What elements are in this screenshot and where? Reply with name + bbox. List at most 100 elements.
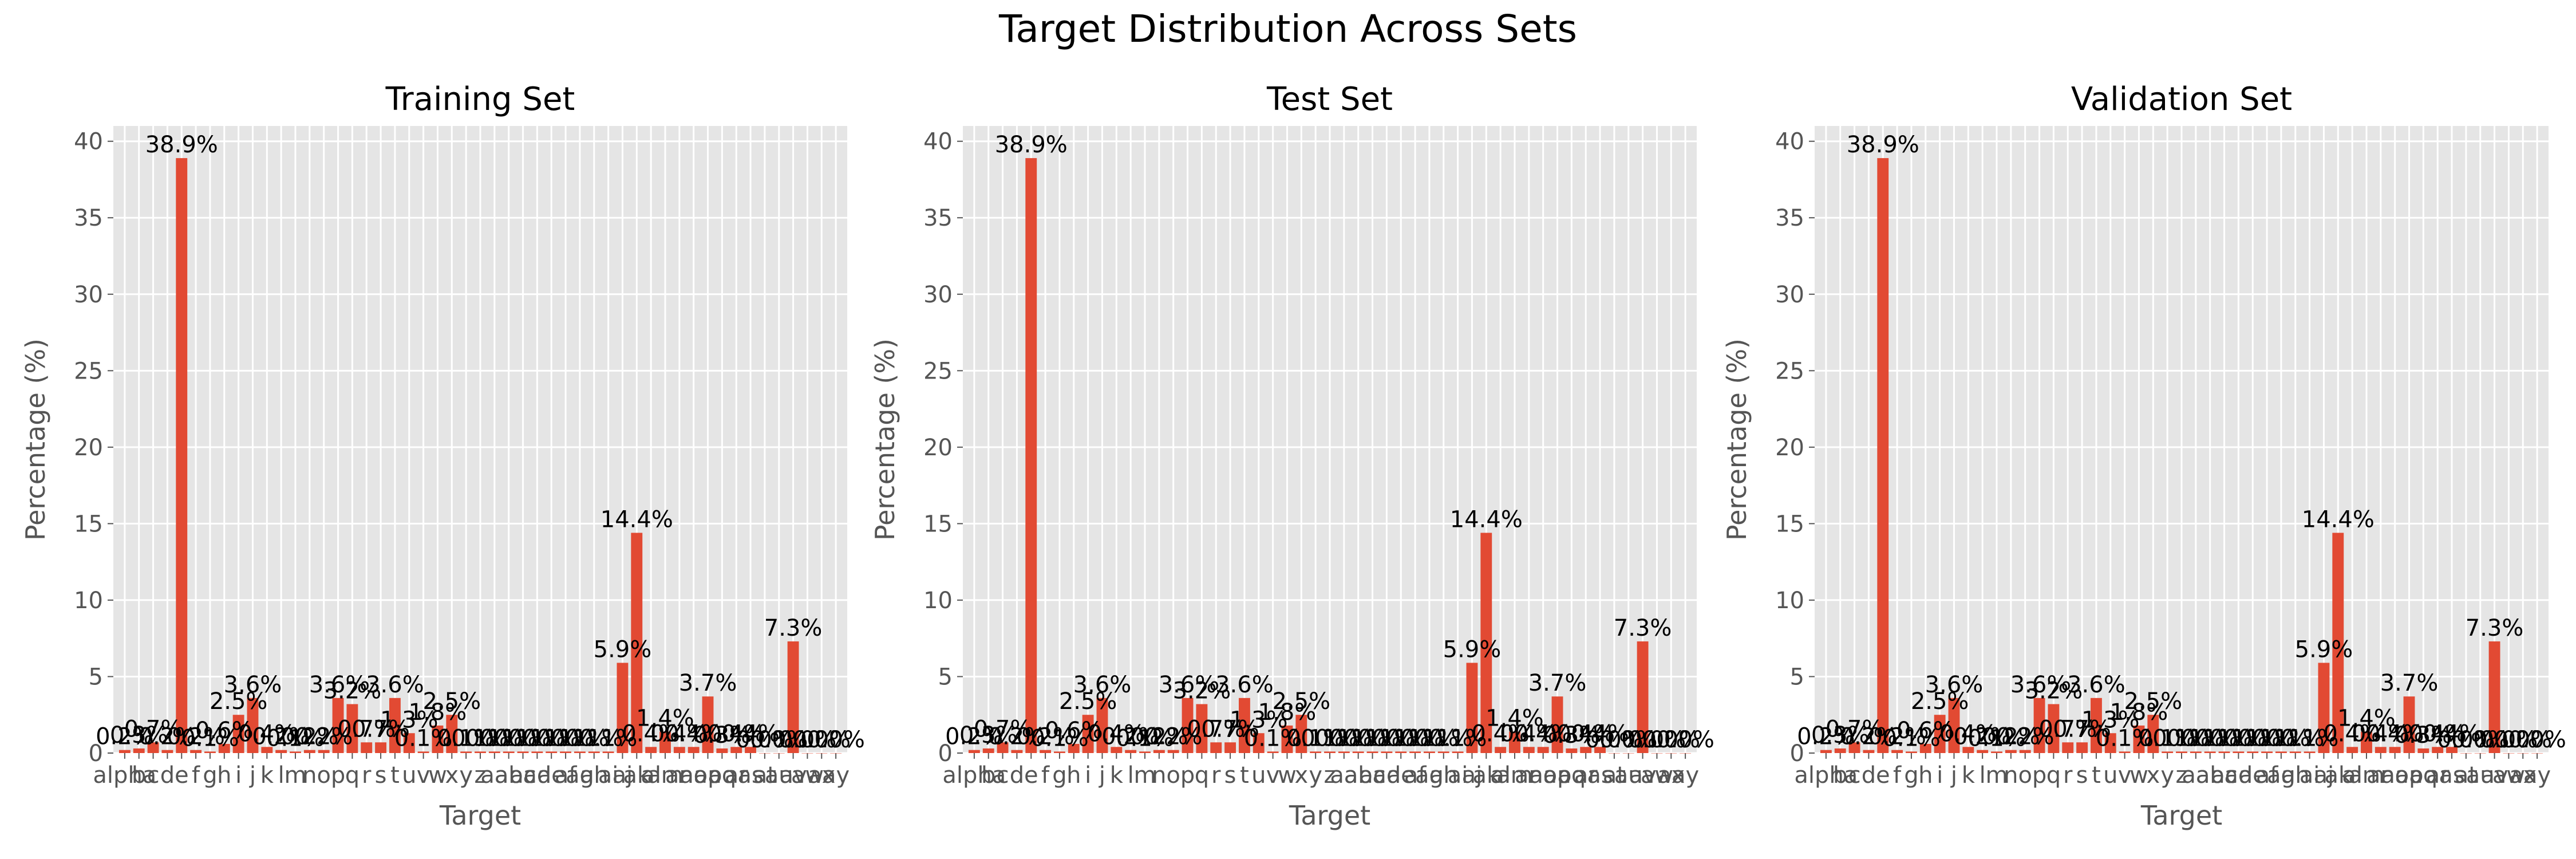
bar-data-label: 0.2% xyxy=(988,724,1046,750)
x-tick-label: t xyxy=(1240,762,1249,789)
bar xyxy=(2233,751,2245,753)
x-tick-label: ao xyxy=(2381,762,2409,789)
bar xyxy=(787,641,799,753)
bar-data-label: 0.1% xyxy=(1882,725,1941,751)
x-tick-label: af xyxy=(1404,762,1427,789)
bar xyxy=(1480,533,1492,753)
bar xyxy=(446,715,458,753)
bar-data-label: 0.2% xyxy=(1016,724,1074,750)
bar-data-label: 0.4% xyxy=(622,720,680,747)
bar xyxy=(830,753,842,754)
x-tick-label: o xyxy=(2018,762,2032,789)
bar-data-label: 3.6% xyxy=(1073,672,1132,698)
bar xyxy=(2218,751,2230,753)
x-tick-label: f xyxy=(1041,762,1050,789)
bar-data-label: 0.0% xyxy=(1628,727,1686,753)
bar-data-label: 1.3% xyxy=(380,707,438,733)
bar-data-label: 0.4% xyxy=(1088,720,1146,747)
x-tick-label: w xyxy=(2129,762,2148,789)
bar xyxy=(346,704,358,753)
bar-data-label: 3.6% xyxy=(1159,672,1217,698)
bar xyxy=(968,750,980,753)
bar-data-label: 0.2% xyxy=(295,724,353,750)
x-tick-label: aq xyxy=(708,762,736,789)
x-tick-label: as xyxy=(2439,762,2464,789)
bar xyxy=(1622,753,1634,754)
x-tick-label: c xyxy=(147,762,160,789)
bar-data-label: 0.2% xyxy=(1144,724,1203,750)
x-tick-label: q xyxy=(345,762,359,789)
bar xyxy=(1281,725,1293,753)
y-tick-label: 30 xyxy=(923,282,953,308)
x-tick-label: s xyxy=(2076,762,2088,789)
bar-data-label: 3.6% xyxy=(309,672,368,698)
bar xyxy=(375,742,387,753)
bar-data-label: 1.3% xyxy=(1230,707,1288,733)
bar xyxy=(1651,753,1663,754)
bar xyxy=(2204,751,2216,753)
x-tick-label: av xyxy=(2480,762,2508,789)
bar xyxy=(1437,751,1449,753)
bar-data-label: 5.9% xyxy=(2295,636,2353,663)
bar xyxy=(997,742,1009,753)
x-tick-label: v xyxy=(417,762,430,789)
x-tick-label: aw xyxy=(1641,762,1673,789)
y-tick-label: 35 xyxy=(74,205,103,231)
x-tick-label: i xyxy=(235,762,242,789)
bar-data-label: 1.3% xyxy=(2081,707,2140,733)
bar xyxy=(275,750,287,753)
bar-data-label: 0.0% xyxy=(736,727,794,753)
bar-data-label: 38.9% xyxy=(995,132,1068,158)
bar xyxy=(1580,747,1592,753)
x-tick-label: n xyxy=(2004,762,2018,789)
bar-data-label: 2.5% xyxy=(2124,688,2182,715)
x-tick-label: r xyxy=(2063,762,2073,789)
bar xyxy=(982,748,994,753)
x-tick-label: aj xyxy=(1462,762,1483,789)
bar-data-label: 0.4% xyxy=(1514,720,1573,747)
bar-data-label: 3.6% xyxy=(366,672,424,698)
x-axis-label: Target xyxy=(1289,800,1370,831)
bar xyxy=(1680,753,1692,754)
y-tick-label: 15 xyxy=(923,511,953,537)
bar xyxy=(2374,747,2387,753)
bar xyxy=(688,747,700,753)
bar-data-label: 1.4% xyxy=(1485,706,1544,732)
bar-data-label: 0.3% xyxy=(2395,722,2453,748)
bar-data-label: 0.0% xyxy=(1642,727,1700,753)
bar xyxy=(1366,751,1378,753)
x-tick-label: alpha xyxy=(1794,762,1858,789)
bar-data-label: 0.2% xyxy=(1101,724,1160,750)
bar xyxy=(1962,747,1974,753)
bar xyxy=(1877,158,1889,754)
bar xyxy=(361,742,373,753)
bar xyxy=(2162,751,2174,753)
bar-data-label: 5.9% xyxy=(1443,636,1502,663)
bar xyxy=(517,751,529,753)
x-tick-label: ae xyxy=(538,762,566,789)
bar xyxy=(2005,750,2017,753)
x-tick-label: n xyxy=(302,762,317,789)
x-tick-label: ar xyxy=(1574,762,1598,789)
x-tick-label: aj xyxy=(613,762,633,789)
bar xyxy=(2503,753,2515,754)
bar-data-label: 0.1% xyxy=(1244,725,1302,751)
bar xyxy=(133,748,145,753)
bar xyxy=(1537,747,1549,753)
x-tick-label: al xyxy=(2342,762,2362,789)
x-tick-label: q xyxy=(1195,762,1209,789)
x-tick-label: o xyxy=(317,762,330,789)
bar xyxy=(1167,750,1179,753)
bar xyxy=(204,751,216,753)
bar xyxy=(1224,742,1236,753)
bar-data-label: 14.4% xyxy=(600,506,673,533)
bar-data-label: 2.5% xyxy=(1059,688,1117,715)
bar xyxy=(2104,733,2116,753)
bar xyxy=(2147,715,2159,753)
bar xyxy=(2432,747,2444,753)
x-tick-label: ac xyxy=(2211,762,2238,789)
bar xyxy=(1977,750,1989,753)
bar-data-label: 0.7% xyxy=(351,716,410,742)
x-tick-label: z xyxy=(475,762,487,789)
bar-data-label: 0.1% xyxy=(1429,725,1487,751)
